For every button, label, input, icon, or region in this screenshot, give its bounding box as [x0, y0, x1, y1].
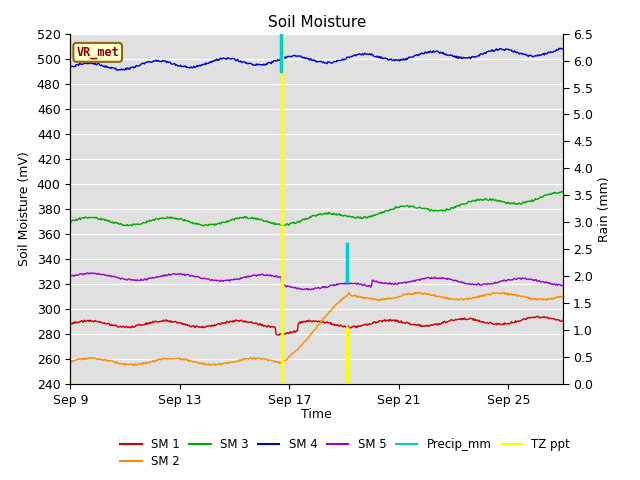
Y-axis label: Soil Moisture (mV): Soil Moisture (mV)	[18, 151, 31, 266]
Title: Soil Moisture: Soil Moisture	[268, 15, 366, 30]
X-axis label: Time: Time	[301, 408, 332, 421]
Y-axis label: Rain (mm): Rain (mm)	[598, 176, 611, 241]
Text: VR_met: VR_met	[76, 46, 119, 59]
Legend: SM 1, SM 2, SM 3, SM 4, SM 5, Precip_mm, TZ ppt: SM 1, SM 2, SM 3, SM 4, SM 5, Precip_mm,…	[116, 434, 575, 473]
